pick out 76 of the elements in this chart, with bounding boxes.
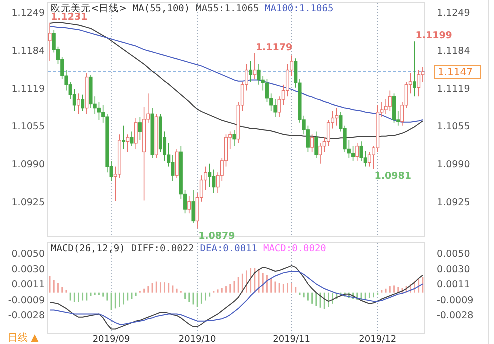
y2-tick-label: 1.1249 bbox=[437, 8, 470, 19]
y2-tick-label: 0.0050 bbox=[437, 248, 470, 260]
candlestick bbox=[413, 41, 416, 97]
candlestick bbox=[188, 196, 192, 214]
y2-tick-label: 0.0011 bbox=[437, 280, 470, 291]
annotation: 1.1179 bbox=[256, 42, 293, 54]
candlestick bbox=[417, 70, 421, 97]
y2-tick-label: 1.0990 bbox=[437, 159, 470, 170]
y2-tick-label: -0.0028 bbox=[437, 310, 474, 322]
y-tick-label: 1.1184 bbox=[12, 46, 45, 57]
y-tick-label: 0.0050 bbox=[12, 248, 45, 260]
x-tick-label: 2019/12 bbox=[359, 335, 397, 344]
text: DIFF:0.0022 bbox=[131, 244, 194, 254]
y-tick-label: 0.0011 bbox=[12, 280, 45, 291]
legend-title: MA(55,100) bbox=[132, 4, 190, 14]
y2-tick-label: 1.1184 bbox=[437, 46, 470, 57]
text: MA55:1.1065 bbox=[196, 4, 260, 14]
annotation: 1.0981 bbox=[374, 171, 412, 182]
candlestick bbox=[175, 148, 179, 179]
x-tick-label: 2019/09 bbox=[92, 335, 130, 344]
y2-tick-label: 1.1055 bbox=[437, 121, 470, 132]
candlestick bbox=[326, 120, 330, 147]
candlestick bbox=[360, 141, 364, 162]
line-series bbox=[50, 270, 424, 325]
x-tick-label: 2019/11 bbox=[273, 335, 311, 344]
text: DEA:0.0011 bbox=[200, 244, 258, 254]
candlestick bbox=[76, 93, 80, 115]
y-tick-label: 1.1055 bbox=[12, 121, 45, 132]
line-series bbox=[50, 265, 424, 330]
candlestick bbox=[126, 134, 130, 153]
candlestick bbox=[134, 118, 138, 150]
candlestick bbox=[310, 134, 314, 153]
y-tick-label: 0.0030 bbox=[12, 264, 45, 276]
y2-tick-label: 1.0925 bbox=[437, 197, 470, 208]
text: 日线 ▲ bbox=[8, 332, 40, 344]
y2-tick-label: 0.0030 bbox=[437, 264, 470, 276]
y-tick-label: -0.0009 bbox=[8, 295, 45, 306]
y-tick-label: 1.0990 bbox=[12, 159, 45, 170]
candlestick bbox=[192, 190, 196, 224]
candlestick bbox=[81, 94, 85, 112]
candlestick bbox=[335, 108, 339, 126]
candlestick bbox=[352, 146, 356, 162]
candlestick bbox=[97, 102, 101, 120]
candlestick bbox=[265, 78, 269, 103]
annotation: 1.1231 bbox=[51, 12, 88, 23]
annotation: 1.0879 bbox=[198, 230, 236, 242]
legend-title: MACD(26,12,9) bbox=[51, 244, 126, 254]
candlestick bbox=[249, 61, 253, 82]
candlestick bbox=[384, 99, 388, 115]
candlestick bbox=[286, 64, 290, 97]
candlestick bbox=[314, 131, 318, 158]
text: MA100:1.1065 bbox=[265, 4, 334, 14]
series-label: MACD:0.0020 bbox=[263, 244, 327, 254]
candlestick bbox=[368, 152, 372, 168]
ref-line-label: 1.1147 bbox=[438, 68, 473, 79]
candlestick bbox=[356, 143, 360, 162]
y-tick-label: 1.1249 bbox=[12, 8, 45, 19]
candlestick bbox=[72, 88, 76, 112]
candlestick bbox=[48, 22, 52, 62]
candlestick bbox=[274, 99, 278, 118]
y-tick-label: 1.1119 bbox=[12, 84, 45, 95]
annotation: 1.1199 bbox=[416, 30, 452, 42]
candlestick bbox=[392, 93, 396, 124]
y-tick-label: -0.0028 bbox=[8, 310, 45, 322]
candlestick bbox=[253, 52, 257, 80]
x-tick-label: 2019/10 bbox=[178, 335, 217, 344]
candlestick bbox=[388, 90, 392, 112]
y2-tick-label: 1.1119 bbox=[437, 84, 470, 95]
candlestick bbox=[122, 125, 126, 150]
candlestick bbox=[232, 130, 236, 147]
candlestick bbox=[208, 163, 212, 188]
candlestick bbox=[130, 131, 134, 147]
y2-tick-label: -0.0009 bbox=[437, 295, 474, 306]
chart-title: 欧元美元<日线> bbox=[51, 2, 127, 14]
y-tick-label: 1.0925 bbox=[12, 197, 45, 208]
candlestick bbox=[138, 116, 142, 141]
